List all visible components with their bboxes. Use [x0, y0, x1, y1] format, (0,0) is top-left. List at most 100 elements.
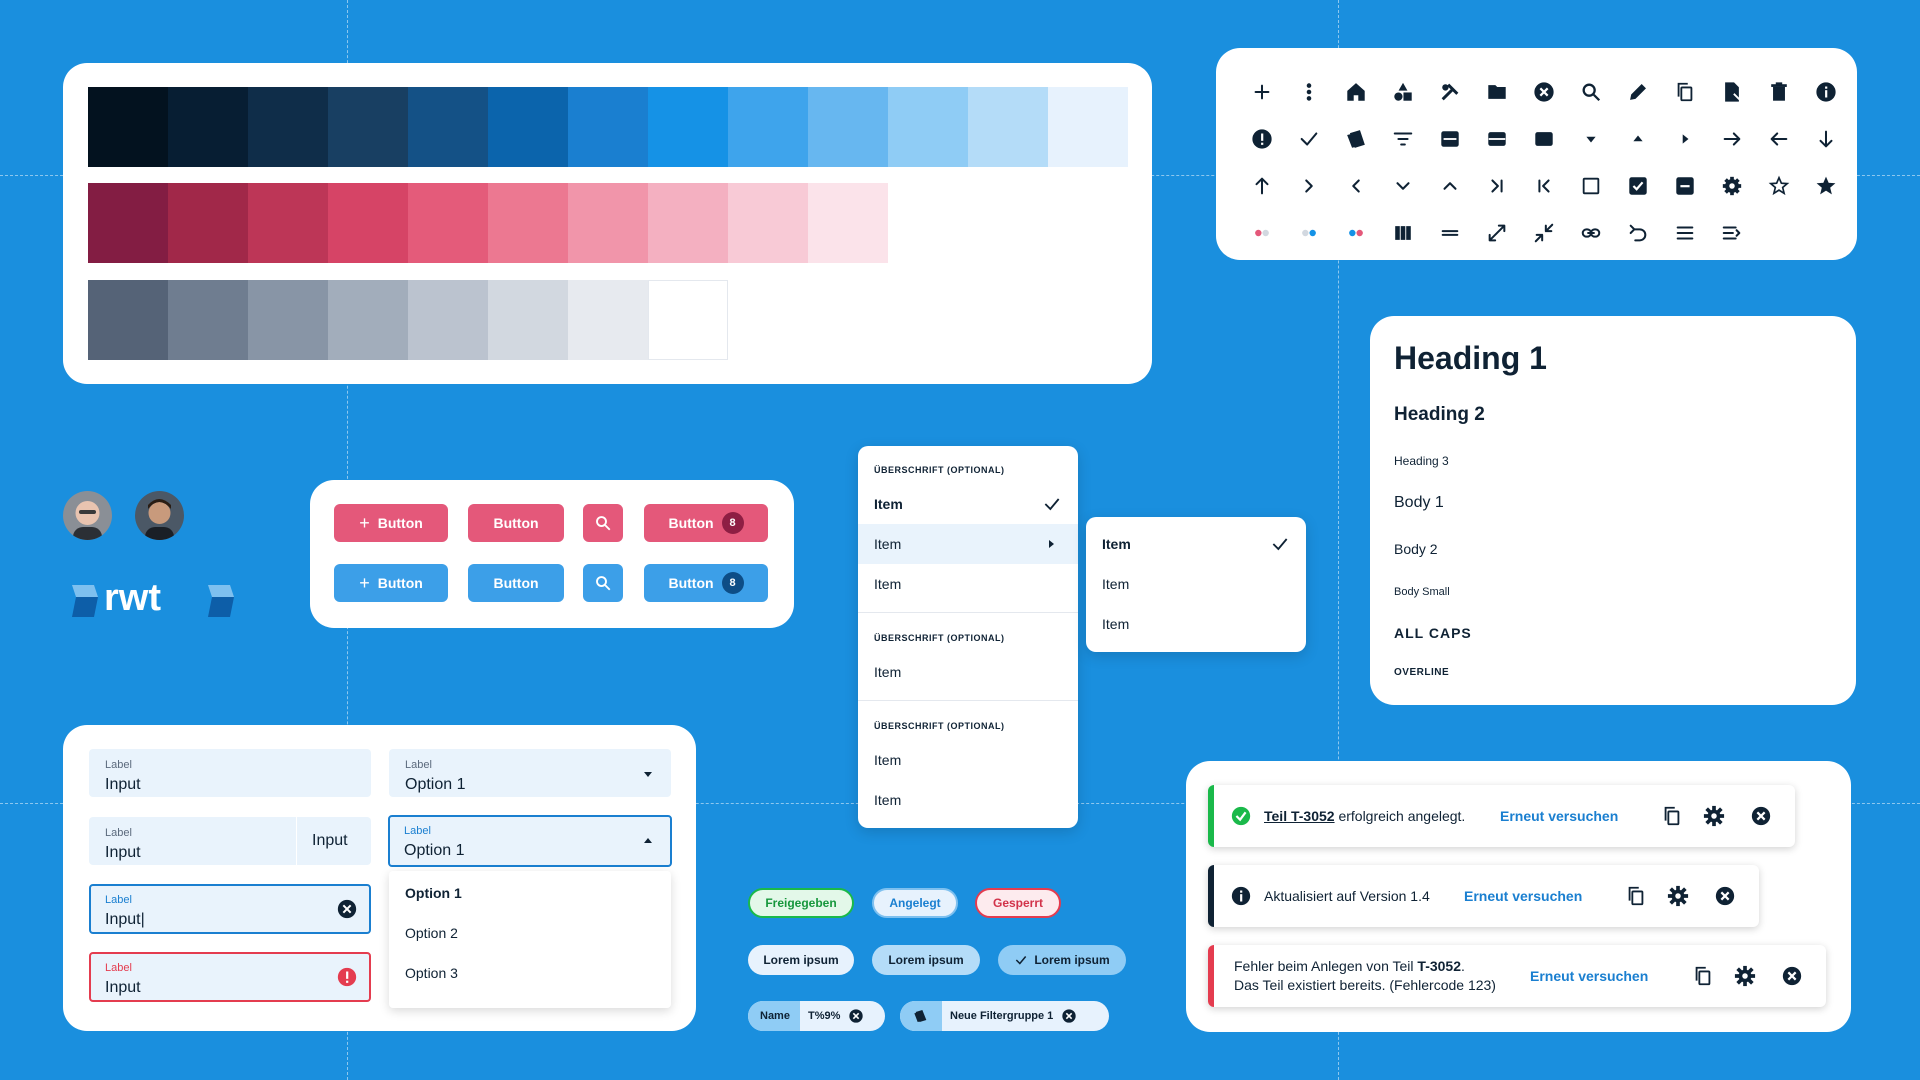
color-swatch-blue[interactable] [88, 87, 168, 167]
text-field-with-suffix[interactable]: Label Input Input [89, 817, 371, 865]
color-swatch-blue[interactable] [408, 87, 488, 167]
layout-block-icon [1520, 115, 1567, 162]
color-swatch-pink[interactable] [328, 183, 408, 263]
color-swatch-gray[interactable] [248, 280, 328, 360]
clear-icon[interactable] [336, 898, 358, 920]
color-swatch-blue[interactable] [808, 87, 888, 167]
status-chip[interactable]: Angelegt [872, 888, 958, 918]
menu-item[interactable]: Item [874, 752, 902, 768]
filter-chip[interactable]: Name T%9% [748, 1001, 885, 1031]
search-icon [596, 576, 611, 591]
gear-icon[interactable] [1703, 805, 1725, 827]
filter-group-chip[interactable]: Neue Filtergruppe 1 [900, 1001, 1109, 1031]
gear-icon[interactable] [1667, 885, 1689, 907]
submenu-item[interactable]: Item [1102, 616, 1130, 632]
color-swatch-blue[interactable] [888, 87, 968, 167]
close-circle-icon[interactable] [848, 1008, 864, 1024]
color-swatch-blue[interactable] [1048, 87, 1128, 167]
submenu-item[interactable]: Item [1102, 576, 1130, 592]
tag-chip[interactable]: Lorem ipsum [748, 945, 854, 975]
copy-icon[interactable] [1661, 805, 1683, 827]
color-swatch-gray[interactable] [408, 280, 488, 360]
layout-middle-icon [1473, 115, 1520, 162]
select-field-open[interactable]: Label Option 1 [388, 815, 672, 867]
menu-item-submenu[interactable]: Item [858, 524, 1078, 564]
close-circle-icon[interactable] [1061, 1008, 1077, 1024]
color-swatch-gray[interactable] [88, 280, 168, 360]
toast-message: Aktualisiert auf Version 1.4 [1264, 888, 1430, 904]
status-chip[interactable]: Gesperrt [975, 888, 1061, 918]
columns-icon [1379, 209, 1426, 256]
menu-item[interactable]: Item [874, 664, 902, 680]
color-swatch-pink[interactable] [168, 183, 248, 263]
color-swatch-blue[interactable] [168, 87, 248, 167]
heading-3: Heading 3 [1394, 454, 1449, 468]
color-swatch-gray[interactable] [328, 280, 408, 360]
color-swatch-pink[interactable] [808, 183, 888, 263]
info-icon [1231, 886, 1251, 906]
retry-link[interactable]: Erneut versuchen [1500, 808, 1619, 824]
primary-button[interactable]: Button [468, 504, 564, 542]
retry-link[interactable]: Erneut versuchen [1464, 888, 1583, 904]
color-swatch-gray[interactable] [648, 280, 728, 360]
submenu-item[interactable]: Item [1086, 524, 1306, 564]
color-swatch-blue[interactable] [648, 87, 728, 167]
color-swatch-blue[interactable] [328, 87, 408, 167]
status-bar [1208, 785, 1214, 847]
copy-icon[interactable] [1625, 885, 1647, 907]
color-swatch-pink[interactable] [728, 183, 808, 263]
color-swatch-pink[interactable] [488, 183, 568, 263]
add-button[interactable]: + Button [334, 564, 448, 602]
color-swatch-pink[interactable] [408, 183, 488, 263]
trash-icon [1755, 68, 1802, 115]
add-button[interactable]: + Button [334, 504, 448, 542]
caret-down-icon [644, 772, 652, 777]
color-swatch-blue[interactable] [728, 87, 808, 167]
color-swatch-blue[interactable] [488, 87, 568, 167]
file-icon [1708, 68, 1755, 115]
badge-button[interactable]: Button 8 [644, 504, 768, 542]
color-swatch-pink[interactable] [648, 183, 728, 263]
collapse-icon [1520, 209, 1567, 256]
color-swatch-blue[interactable] [568, 87, 648, 167]
menu-item[interactable]: Item [858, 484, 1078, 524]
color-swatch-pink[interactable] [248, 183, 328, 263]
close-circle-icon[interactable] [1750, 805, 1772, 827]
tag-chip[interactable]: Lorem ipsum [872, 945, 980, 975]
retry-link[interactable]: Erneut versuchen [1530, 968, 1649, 984]
gear-icon[interactable] [1734, 965, 1756, 987]
part-link[interactable]: Teil T-3052 [1264, 808, 1335, 824]
dropdown-option[interactable]: Option 1 [405, 885, 462, 901]
select-field[interactable]: Label Option 1 [389, 749, 671, 797]
search-button[interactable] [583, 504, 623, 542]
search-button[interactable] [583, 564, 623, 602]
filter-name: Name [748, 1001, 800, 1031]
color-swatch-blue[interactable] [968, 87, 1048, 167]
close-circle-icon[interactable] [1714, 885, 1736, 907]
dropdown-option[interactable]: Option 3 [405, 965, 458, 981]
close-circle-icon[interactable] [1781, 965, 1803, 987]
dots-blue-icon [1285, 209, 1332, 256]
suffix-label: Input [312, 832, 348, 849]
avatar[interactable] [63, 491, 112, 540]
text-field-error[interactable]: Label Input [89, 952, 371, 1002]
menu-item[interactable]: Item [874, 792, 902, 808]
color-swatch-pink[interactable] [88, 183, 168, 263]
primary-button[interactable]: Button [468, 564, 564, 602]
color-swatch-gray[interactable] [168, 280, 248, 360]
expand-icon [1473, 209, 1520, 256]
badge-button[interactable]: Button 8 [644, 564, 768, 602]
dots-pink-icon [1238, 209, 1285, 256]
color-swatch-pink[interactable] [568, 183, 648, 263]
tag-chip-selected[interactable]: Lorem ipsum [998, 945, 1126, 975]
color-swatch-gray[interactable] [568, 280, 648, 360]
avatar[interactable] [135, 491, 184, 540]
text-field-focused[interactable]: Label Input| [89, 884, 371, 934]
color-swatch-blue[interactable] [248, 87, 328, 167]
color-swatch-gray[interactable] [488, 280, 568, 360]
text-field[interactable]: Label Input [89, 749, 371, 797]
dropdown-option[interactable]: Option 2 [405, 925, 458, 941]
menu-item[interactable]: Item [874, 576, 902, 592]
status-chip[interactable]: Freigegeben [748, 888, 854, 918]
copy-icon[interactable] [1692, 965, 1714, 987]
